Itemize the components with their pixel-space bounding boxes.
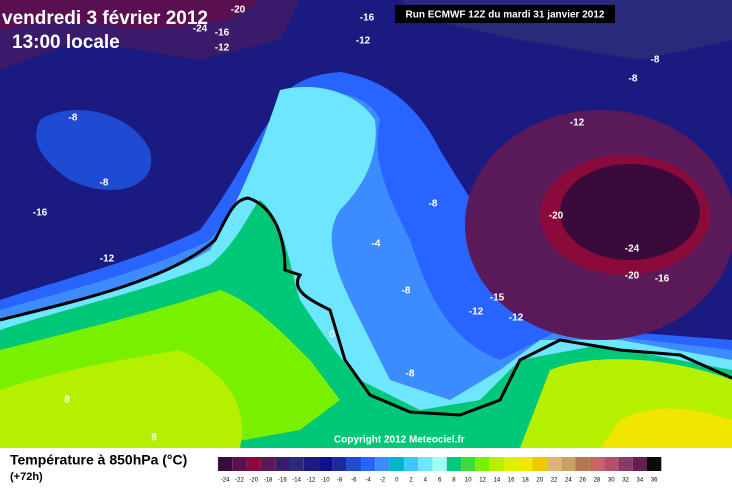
scale-label: -6 [351,478,357,484]
title: vendredi 3 février 2012 [2,8,208,29]
color-swatch [389,457,404,471]
color-swatch [489,457,504,471]
contour-label: -12 [356,36,371,47]
color-swatch [604,457,619,471]
legend-title: Température à 850hPa (°C) [10,452,187,468]
color-swatch [246,457,261,471]
scale-label: 34 [637,478,644,484]
scale-label: -20 [249,478,258,484]
contour-label: 8 [151,433,157,444]
color-swatch [346,457,361,471]
color-swatch [418,457,433,471]
contour-label: -16 [360,13,375,24]
color-swatch [318,457,333,471]
contour-label: -8 [629,74,638,85]
scale-label: 18 [522,478,529,484]
contour-label: -8 [429,199,438,210]
scale-label: 24 [565,478,572,484]
legend-subtitle: (+72h) [10,471,43,483]
color-swatch [375,457,390,471]
color-swatch [532,457,547,471]
color-swatch [618,457,633,471]
color-swatch [504,457,519,471]
color-swatch [432,457,447,471]
contour-label: -8 [651,55,660,66]
color-swatch [561,457,576,471]
contour-label: -8 [69,113,78,124]
color-swatch [289,457,304,471]
scale-label: -10 [321,478,330,484]
scale-label: 4 [424,478,428,484]
contour-label: -20 [549,211,564,222]
scale-label: -22 [235,478,244,484]
color-swatch [332,457,347,471]
contour-label: -16 [215,28,230,39]
scale-label: 14 [494,478,501,484]
scale-label: -8 [337,478,343,484]
scale-label: -14 [292,478,301,484]
run-box [395,5,615,23]
contour-label: -12 [469,307,484,318]
scale-label: 28 [594,478,601,484]
scale-label: 36 [651,478,658,484]
scale-label: 0 [395,478,399,484]
scale-label: 32 [622,478,629,484]
color-swatch [361,457,376,471]
time: 13:00 locale [12,32,120,53]
scale-label: 22 [551,478,558,484]
scale-label: 26 [579,478,586,484]
color-swatch [303,457,319,471]
color-swatch [632,457,647,471]
contour-label: -24 [625,244,640,255]
color-swatch [575,457,590,471]
color-swatch [546,457,562,471]
color-swatch [218,457,233,471]
contour-label: 0 [329,330,335,341]
scale-label: 16 [508,478,515,484]
contour-label: -12 [509,313,524,324]
scale-label: 6 [438,478,442,484]
scale-label: 12 [479,478,486,484]
contour-label: -16 [655,274,670,285]
contour-label: 8 [64,395,70,406]
contour-label: -15 [490,293,505,304]
color-swatch [518,457,533,471]
map [0,0,732,449]
color-swatch [275,457,290,471]
scale-label: -24 [221,478,230,484]
contour-label: -8 [402,286,411,297]
color-swatch [475,457,490,471]
contour-label: -16 [33,208,48,219]
run-info: Run ECMWF 12Z du mardi 31 janvier 2012 [406,10,605,21]
color-swatch [446,457,462,471]
scale-label: 30 [608,478,615,484]
color-swatch [403,457,419,471]
scale-label: -4 [365,478,371,484]
scale-label: 8 [452,478,456,484]
scale-label: 2 [409,478,413,484]
contour-label: -8 [406,369,415,380]
contour-label: -20 [231,5,246,16]
scale-label: -18 [264,478,273,484]
contour-label: -4 [372,239,381,250]
contour-label: -24 [193,24,208,35]
contour-label: -12 [570,118,585,129]
color-swatch [232,457,247,471]
contour-label: -12 [215,43,230,54]
contour-label: -8 [100,178,109,189]
copyright: Copyright 2012 Meteociel.fr [334,435,465,446]
color-swatch [589,457,605,471]
scale-label: -2 [380,478,386,484]
color-swatch [260,457,276,471]
scale-label: 10 [465,478,472,484]
color-swatch [647,457,662,471]
color-swatch [461,457,476,471]
scale-label: 20 [536,478,543,484]
contour-label: -20 [625,271,640,282]
scale-label: -16 [278,478,287,484]
scale-label: -12 [307,478,316,484]
contour-label: -12 [100,254,115,265]
